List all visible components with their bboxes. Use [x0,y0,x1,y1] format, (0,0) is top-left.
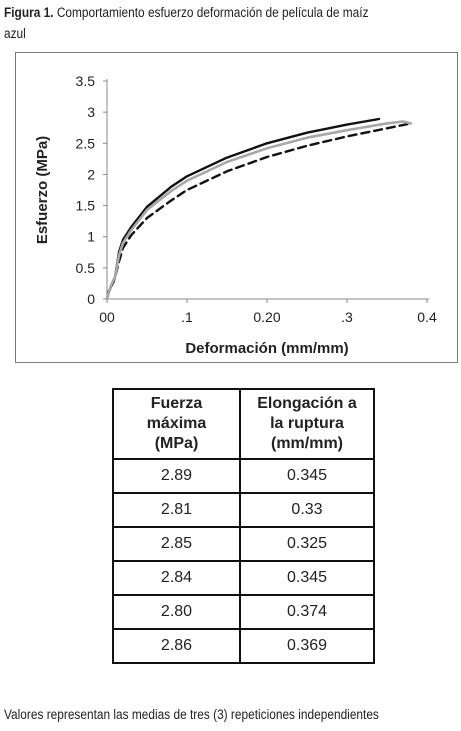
y-tick-label: 0.5 [76,260,96,276]
header-line: la ruptura [270,415,344,432]
header-line: máxima [146,415,207,432]
table-row: 2.89 0.345 [112,458,375,494]
table-header-row: Fuerza máxima (MPa) Elongación a la rupt… [112,388,375,460]
y-tick-label: 2.5 [76,135,96,151]
series-line-3 [105,120,413,301]
x-tick-label: .3 [341,309,353,325]
y-axis-title: Esfuerzo (MPa) [34,136,51,244]
stress-strain-chart: 0 0.5 1 1.5 2 2.5 3 3.5 00 .1 0.20 .3 0.4 Deformación… [34,73,437,357]
y-tick-label: 3.5 [76,73,96,89]
elongacion-cell: 0.325 [239,526,375,562]
fuerza-cell: 2.80 [112,594,241,630]
elongacion-cell: 0.374 [239,594,375,630]
chart-frame: 0 0.5 1 1.5 2 2.5 3 3.5 00 .1 0.20 .3 0.4 Deformación… [15,52,458,363]
y-tick-label: 2 [87,166,95,182]
fuerza-cell: 2.84 [112,560,241,596]
footnote: Valores representan las medias de tres (… [4,707,379,722]
fuerza-cell: 2.85 [112,526,241,562]
header-elongacion: Elongación a la ruptura (mm/mm) [239,388,375,460]
y-tick-label: 1.5 [76,198,96,214]
header-line: (MPa) [154,435,199,452]
header-line: Fuerza [150,395,203,412]
table-row: 2.85 0.325 [112,526,375,562]
x-tick-label: 0.4 [417,309,437,325]
fuerza-cell: 2.81 [112,492,241,528]
fuerza-cell: 2.86 [112,628,241,664]
results-table: Fuerza máxima (MPa) Elongación a la rupt… [112,388,375,664]
table-row: 2.84 0.345 [112,560,375,596]
table-row: 2.80 0.374 [112,594,375,630]
x-tick-label: 00 [99,309,115,325]
figure-caption: Figura 1. Comportamiento esfuerzo deform… [4,2,404,44]
header-line: (mm/mm) [270,435,343,452]
x-tick-label: .1 [181,309,193,325]
caption-text-line2: azul [4,26,26,41]
y-tick-label: 1 [87,229,95,245]
elongacion-cell: 0.345 [239,458,375,494]
x-axis-title: Deformación (mm/mm) [185,340,348,357]
header-line: Elongación a [257,395,357,412]
y-tick-label: 0 [87,291,95,307]
table-row: 2.86 0.369 [112,628,375,664]
y-tick-label: 3 [87,104,95,120]
header-fuerza-maxima: Fuerza máxima (MPa) [112,388,241,460]
elongacion-cell: 0.345 [239,560,375,596]
caption-separator: . [50,5,57,20]
x-tick-label: 0.20 [253,309,280,325]
elongacion-cell: 0.33 [239,492,375,528]
elongacion-cell: 0.369 [239,628,375,664]
figure-label: Figura 1 [4,5,51,20]
caption-text: Comportamiento esfuerzo deformación de p… [56,5,369,20]
table-row: 2.81 0.33 [112,492,375,528]
fuerza-cell: 2.89 [112,458,241,494]
